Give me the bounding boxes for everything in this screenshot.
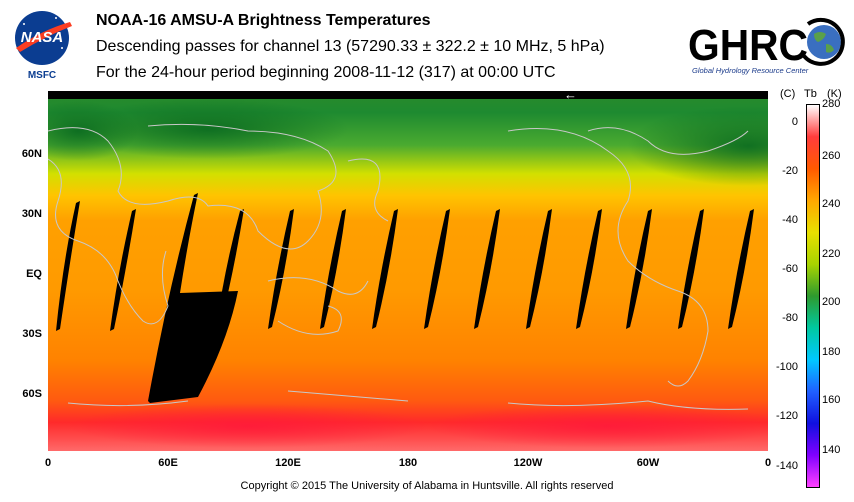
celsius-tick: -40 bbox=[782, 214, 798, 226]
lon-label-60e: 60E bbox=[158, 457, 178, 469]
lon-label-180: 180 bbox=[398, 457, 418, 469]
colorbar-unit-tb: Tb bbox=[804, 88, 817, 100]
lon-label-60w: 60W bbox=[636, 457, 660, 469]
kelvin-tick: 280 bbox=[822, 98, 841, 110]
kelvin-tick: 220 bbox=[822, 248, 841, 260]
copyright-notice: Copyright © 2015 The University of Alaba… bbox=[240, 480, 614, 492]
celsius-tick: -80 bbox=[782, 312, 798, 324]
lon-label-120w: 120W bbox=[513, 457, 543, 469]
lon-label-0: 0 bbox=[44, 457, 52, 469]
arrow-indicator: ← bbox=[564, 87, 577, 102]
kelvin-tick: 180 bbox=[822, 346, 841, 358]
celsius-tick: -20 bbox=[782, 165, 798, 177]
celsius-tick: 0 bbox=[791, 116, 798, 128]
lat-label-30n: 30N bbox=[21, 208, 42, 220]
ghrc-tagline: Global Hydrology Resource Center bbox=[692, 66, 809, 75]
celsius-tick: -140 bbox=[775, 460, 798, 472]
ghrc-logo: GHRC Global Hydrology Resource Center bbox=[686, 10, 850, 78]
celsius-tick: -100 bbox=[775, 361, 798, 373]
colorbar bbox=[806, 104, 820, 488]
ghrc-logo-text: GHRC bbox=[688, 21, 808, 70]
kelvin-tick: 140 bbox=[822, 444, 841, 456]
lat-label-60n: 60N bbox=[21, 148, 42, 160]
celsius-tick: -60 bbox=[782, 263, 798, 275]
page-title: NOAA-16 AMSU-A Brightness Temperatures bbox=[96, 12, 431, 29]
kelvin-tick: 240 bbox=[822, 198, 841, 210]
page-subtitle: Descending passes for channel 13 (57290.… bbox=[96, 38, 605, 55]
nasa-logo-text: NASA bbox=[21, 29, 64, 46]
colorbar-unit-c: (C) bbox=[780, 88, 796, 100]
lat-label-30s: 30S bbox=[22, 328, 42, 340]
lon-label-120e: 120E bbox=[275, 457, 301, 469]
lon-label-0-right: 0 bbox=[764, 457, 772, 469]
kelvin-tick: 200 bbox=[822, 296, 841, 308]
period-label: For the 24-hour period beginning 2008-11… bbox=[96, 64, 556, 81]
lat-label-eq: EQ bbox=[26, 268, 42, 280]
lat-label-60s: 60S bbox=[22, 388, 42, 400]
brightness-temperature-map: ← bbox=[18, 87, 854, 451]
colorbar-unit-k: (K) bbox=[827, 88, 842, 100]
msfc-label: MSFC bbox=[28, 70, 56, 81]
kelvin-tick: 260 bbox=[822, 150, 841, 162]
nasa-logo: NASA MSFC bbox=[12, 8, 76, 82]
celsius-tick: -120 bbox=[775, 410, 798, 422]
kelvin-tick: 160 bbox=[822, 394, 841, 406]
